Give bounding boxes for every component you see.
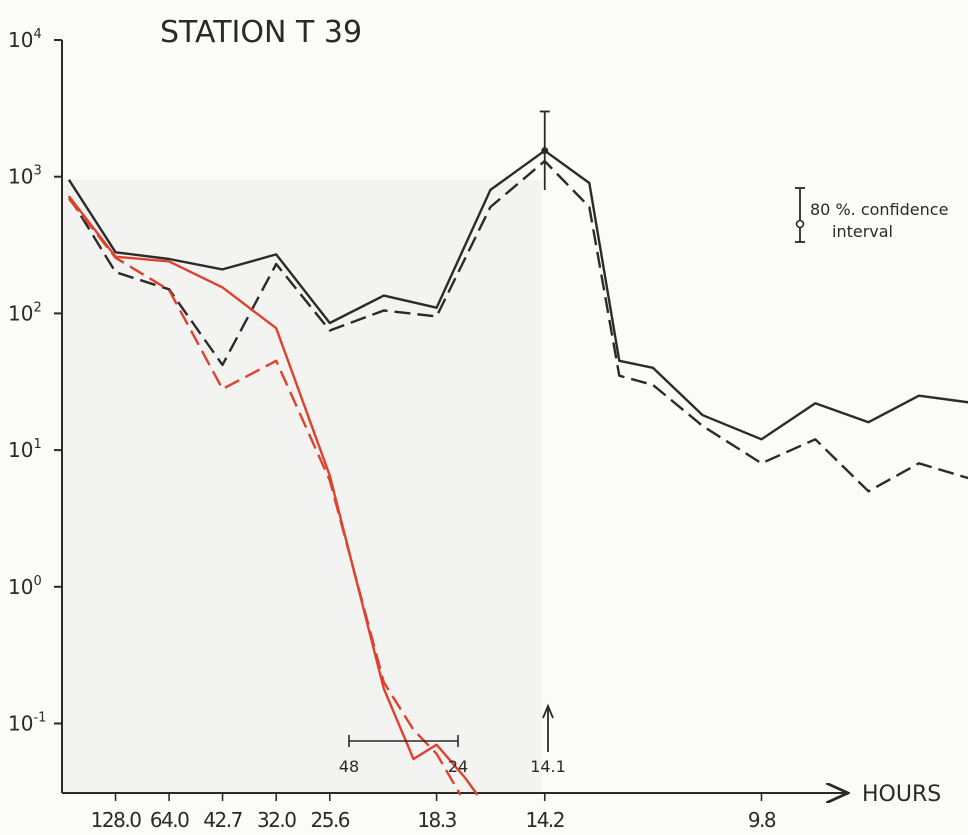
y-tick-label: 103 (8, 164, 42, 189)
confidence-legend: 80 %. confidence interval (795, 187, 948, 243)
low-frequency-region (62, 180, 542, 792)
x-axis-label: HOURS (862, 782, 941, 807)
x-tick-label: 9.8 (748, 808, 776, 832)
legend-label-line2: interval (832, 222, 893, 241)
x-tick-label: 25.6 (311, 808, 350, 832)
y-tick-label: 10-1 (8, 711, 46, 736)
error-bar (539, 110, 550, 190)
x-tick-label: 18.3 (417, 808, 456, 832)
x-ticks: 128.0 64.0 42.7 32.0 25.6 18.3 14.2 9.8 (91, 793, 777, 832)
series-red-solid (67, 195, 479, 796)
x-tick-label: 64.0 (150, 808, 189, 832)
band-label-24: 24 (448, 757, 468, 776)
band-label-48: 48 (339, 757, 359, 776)
band-48-24: 48 24 (339, 735, 468, 776)
chart-title: STATION T 39 (160, 15, 362, 50)
series-black-solid (67, 149, 968, 441)
error-bar-point (541, 147, 549, 155)
x-tick-label: 32.0 (257, 808, 296, 832)
series-black-dashed (67, 159, 968, 493)
x-tick-label: 128.0 (91, 808, 142, 832)
marker-label: 14.1 (530, 757, 566, 776)
y-tick-label: 104 (8, 27, 42, 52)
y-ticks: 104 103 102 101 100 10-1 (8, 27, 62, 736)
marker-arrow-head (542, 703, 554, 719)
x-tick-label: 14.2 (525, 808, 564, 832)
x-tick-label: 42.7 (203, 808, 242, 832)
y-tick-label: 102 (8, 300, 42, 325)
marker-14-1: 14.1 (530, 703, 566, 776)
y-tick-label: 101 (8, 437, 42, 462)
legend-bar-point (795, 219, 805, 229)
legend-label-line1: 80 %. confidence (810, 200, 948, 219)
y-tick-label: 100 (8, 574, 42, 599)
